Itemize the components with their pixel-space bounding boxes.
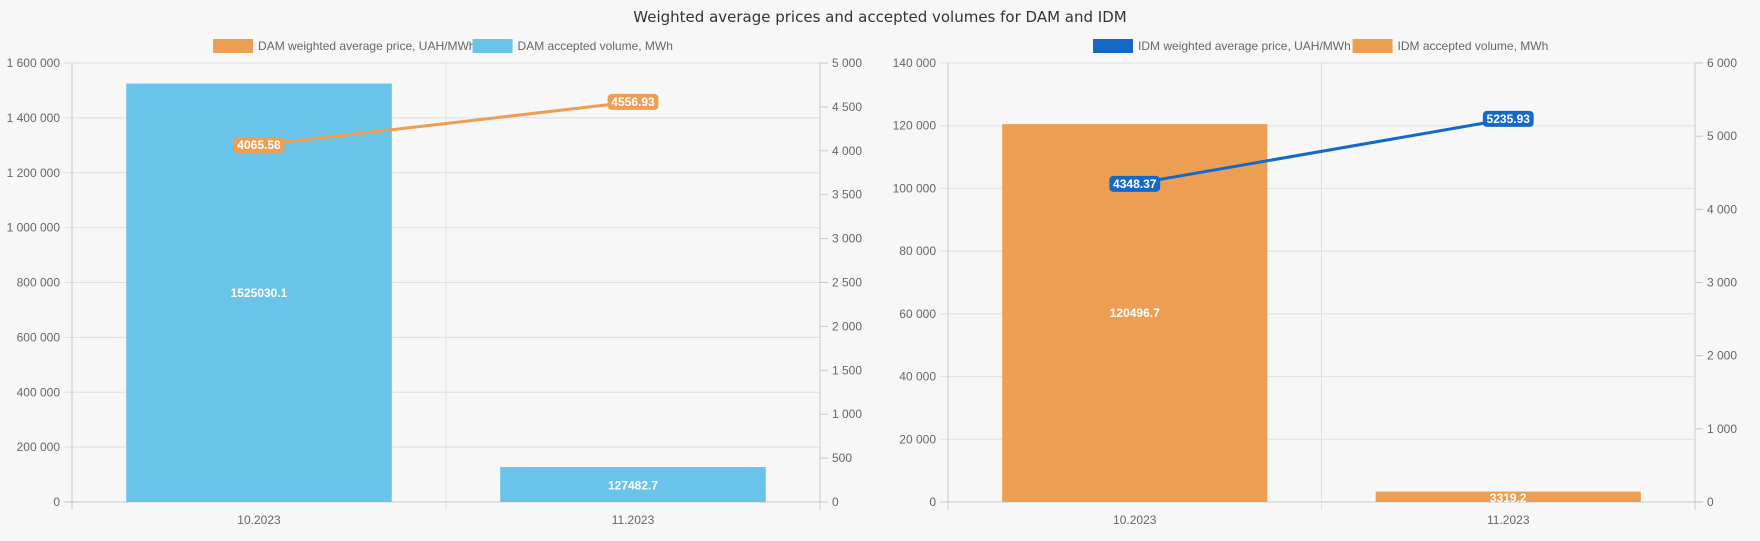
left-axis-tick-label: 20 000 — [899, 432, 936, 446]
line-data-label-bg — [233, 137, 285, 154]
line-data-label: 5235.93 — [1487, 112, 1531, 126]
left-axis-tick-label: 1 400 000 — [7, 111, 61, 125]
right-axis-tick-label: 500 — [832, 451, 852, 465]
left-axis-tick-label: 140 000 — [893, 56, 937, 70]
idm-chart: 0 20 000 40 000 60 000 80 000 100 000 120 000 1… — [893, 39, 1737, 527]
right-axis-tick-label: 3 000 — [832, 232, 862, 246]
line-data-label-bg — [607, 93, 659, 110]
legend-swatch — [472, 39, 513, 53]
line-data-label: 4556.93 — [611, 95, 655, 109]
right-axis-tick-label: 3 500 — [832, 188, 862, 202]
legend-label: IDM weighted average price, UAH/MWh — [1138, 39, 1351, 53]
line-data-label: 4065.58 — [237, 138, 281, 152]
left-axis-tick-label: 1 200 000 — [7, 166, 61, 180]
x-axis-tick-label: 11.2023 — [612, 513, 655, 527]
right-axis-tick-label: 1 500 — [832, 363, 862, 377]
left-axis-tick-label: 100 000 — [893, 181, 937, 195]
bar-data-label: 120496.7 — [1110, 306, 1160, 320]
line-data-label: 4348.37 — [1113, 177, 1157, 191]
right-axis-tick-label: 0 — [1707, 495, 1714, 509]
right-axis-tick-label: 4 000 — [832, 144, 862, 158]
right-axis-tick-label: 1 000 — [1707, 422, 1737, 436]
right-axis-tick-label: 3 000 — [1707, 276, 1737, 290]
left-axis-tick-label: 1 000 000 — [7, 221, 61, 235]
legend-label: DAM weighted average price, UAH/MWh — [258, 39, 475, 53]
dam-chart: 0 200 000 400 000 600 000 800 000 1 000 000 1 … — [7, 39, 862, 527]
bar — [500, 467, 766, 502]
left-axis-tick-label: 0 — [929, 495, 936, 509]
page-title: Weighted average prices and accepted vol… — [633, 8, 1127, 26]
right-axis-tick-label: 4 000 — [1707, 202, 1737, 216]
right-axis-tick-label: 6 000 — [1707, 56, 1737, 70]
bar — [126, 83, 392, 502]
right-axis-tick-label: 5 000 — [832, 56, 862, 70]
legend-swatch — [213, 39, 254, 53]
left-axis-tick-label: 200 000 — [17, 440, 61, 454]
right-axis-tick-label: 1 000 — [832, 407, 862, 421]
price-line — [258, 100, 634, 147]
right-axis-tick-label: 0 — [832, 495, 839, 509]
legend-label: DAM accepted volume, MWh — [518, 39, 673, 53]
legend-swatch — [1093, 39, 1134, 53]
bar-data-label: 3319.2 — [1490, 491, 1527, 505]
left-axis-tick-label: 40 000 — [899, 370, 936, 384]
right-axis-tick-label: 2 500 — [832, 276, 862, 290]
left-axis-tick-label: 60 000 — [899, 307, 936, 321]
bar — [1375, 491, 1641, 502]
x-axis-tick-label: 10.2023 — [237, 513, 281, 527]
left-axis-tick-label: 120 000 — [893, 119, 937, 133]
left-axis-tick-label: 80 000 — [899, 244, 936, 258]
left-axis-tick-label: 800 000 — [17, 276, 61, 290]
legend-label: IDM accepted volume, MWh — [1398, 39, 1549, 53]
left-axis-tick-label: 600 000 — [17, 330, 61, 344]
right-axis-tick-label: 5 000 — [1707, 129, 1737, 143]
x-axis-tick-label: 10.2023 — [1113, 513, 1157, 527]
left-axis-tick-label: 1 600 000 — [7, 56, 61, 70]
bar-data-label: 1525030.1 — [231, 286, 288, 300]
right-axis-tick-label: 4 500 — [832, 100, 862, 114]
left-axis-tick-label: 400 000 — [17, 385, 61, 399]
line-data-label-bg — [1109, 175, 1161, 192]
left-axis-tick-label: 0 — [53, 495, 60, 509]
right-axis-tick-label: 2 000 — [1707, 349, 1737, 363]
x-axis-tick-label: 11.2023 — [1487, 513, 1530, 527]
bar-data-label: 127482.7 — [608, 479, 658, 493]
legend-swatch — [1352, 39, 1393, 53]
right-axis-tick-label: 2 000 — [832, 319, 862, 333]
price-line — [1134, 117, 1509, 186]
line-data-label-bg — [1482, 110, 1534, 127]
